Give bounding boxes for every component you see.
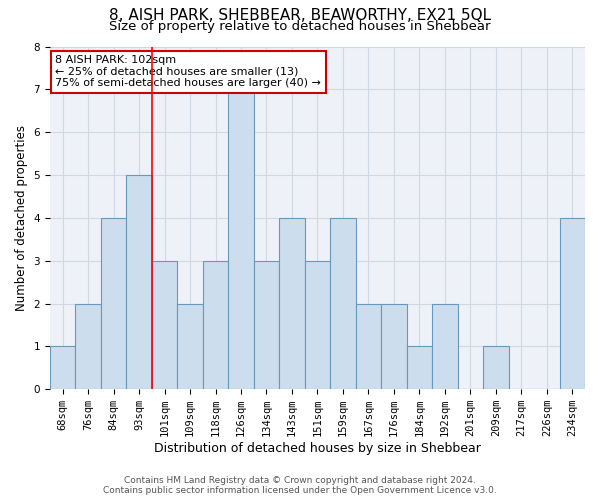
Text: 8 AISH PARK: 102sqm
← 25% of detached houses are smaller (13)
75% of semi-detach: 8 AISH PARK: 102sqm ← 25% of detached ho… — [55, 55, 321, 88]
Bar — [560, 218, 585, 389]
Text: Contains HM Land Registry data © Crown copyright and database right 2024.
Contai: Contains HM Land Registry data © Crown c… — [103, 476, 497, 495]
Bar — [76, 304, 101, 389]
Bar — [279, 218, 305, 389]
Text: Size of property relative to detached houses in Shebbear: Size of property relative to detached ho… — [109, 20, 491, 33]
Y-axis label: Number of detached properties: Number of detached properties — [15, 125, 28, 311]
Bar — [330, 218, 356, 389]
Bar — [228, 90, 254, 389]
Text: 8, AISH PARK, SHEBBEAR, BEAWORTHY, EX21 5QL: 8, AISH PARK, SHEBBEAR, BEAWORTHY, EX21 … — [109, 8, 491, 22]
Bar — [101, 218, 127, 389]
Bar — [407, 346, 432, 389]
Bar — [356, 304, 381, 389]
Bar — [50, 346, 76, 389]
Bar — [203, 260, 228, 389]
Bar — [152, 260, 178, 389]
Bar — [127, 175, 152, 389]
Bar — [432, 304, 458, 389]
Bar — [305, 260, 330, 389]
Bar — [254, 260, 279, 389]
Bar — [178, 304, 203, 389]
Bar — [483, 346, 509, 389]
Bar — [381, 304, 407, 389]
X-axis label: Distribution of detached houses by size in Shebbear: Distribution of detached houses by size … — [154, 442, 481, 455]
